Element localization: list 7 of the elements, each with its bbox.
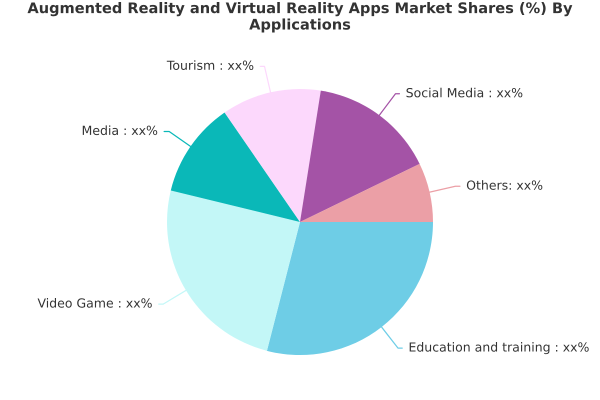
chart-title: Augmented Reality and Virtual Reality Apps Market Shares (%) By Applications (28, 2, 572, 33)
slice-label: Video Game : xx% (38, 298, 152, 308)
slice-label: Others: xx% (466, 180, 542, 190)
slice-label: Education and training : xx% (410, 342, 589, 354)
slice-label: Media : xx% (82, 125, 158, 136)
slice-label: Tourism : xx% (166, 60, 254, 70)
slice-label: Social Media : xx% (406, 88, 522, 98)
